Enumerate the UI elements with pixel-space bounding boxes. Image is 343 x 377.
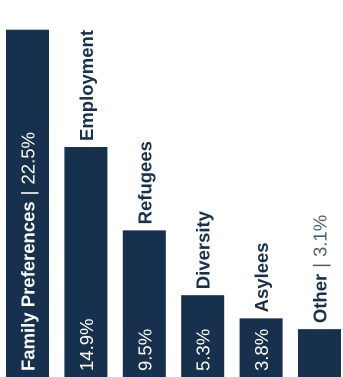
bar-employment [64, 147, 108, 377]
category-label-diversity: Diversity [193, 210, 214, 289]
bar-other [298, 329, 341, 377]
bar-family-preferences [6, 29, 49, 377]
bar-label-other: Other | 3.1% [310, 215, 331, 323]
separator: | [310, 263, 331, 268]
bar-label-family-preferences: Family Preferences | 22.5% [18, 132, 39, 371]
category-label-asylees: Asylees [251, 242, 272, 312]
value-label-asylees: 3.8% [251, 329, 272, 371]
category-label: Family Preferences [18, 201, 39, 371]
value-label-refugees: 9.5% [134, 329, 155, 371]
category-label-employment: Employment [76, 30, 97, 141]
value-label-diversity: 5.3% [193, 329, 214, 371]
value-label: 22.5% [18, 132, 39, 184]
bar-refugees [122, 230, 166, 377]
value-label: 3.1% [310, 215, 331, 257]
separator: | [18, 191, 39, 196]
category-label: Other [310, 274, 331, 323]
bar-diversity [181, 295, 225, 377]
category-label-refugees: Refugees [134, 141, 155, 224]
bar-asylees [239, 318, 283, 377]
labels-group: Family Preferences | 22.5% Employment 14.9% R… [18, 30, 331, 371]
bars-group [6, 29, 341, 377]
value-label-employment: 14.9% [76, 319, 97, 371]
